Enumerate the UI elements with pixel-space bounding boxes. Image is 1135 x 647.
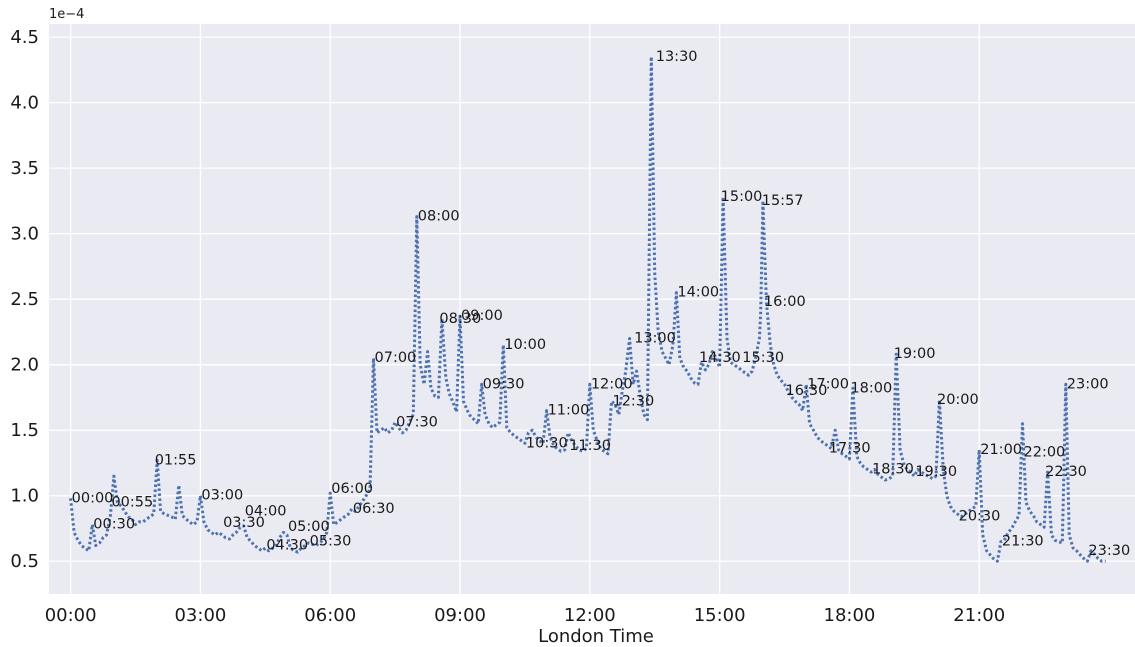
annotation-label: 19:00 — [894, 346, 936, 362]
annotation-label: 04:30 — [266, 538, 308, 554]
y-tick-label: 4.0 — [10, 93, 39, 114]
series-line — [69, 55, 1106, 563]
annotation-label: 05:30 — [310, 534, 352, 550]
y-tick-label: 0.5 — [10, 551, 39, 572]
annotation-label: 01:55 — [155, 452, 197, 468]
annotation-label: 04:00 — [245, 503, 287, 519]
annotation-label: 22:00 — [1024, 444, 1066, 460]
annotation-label: 06:00 — [331, 481, 373, 497]
annotation-label: 22:30 — [1045, 464, 1087, 480]
annotation-label: 21:00 — [980, 442, 1022, 458]
annotation-label: 12:30 — [612, 393, 654, 409]
x-axis-label: London Time — [538, 626, 654, 647]
plot-area — [49, 24, 1135, 594]
annotation-label: 18:30 — [872, 462, 914, 478]
annotation-label: 16:30 — [786, 383, 828, 399]
annotation-label: 10:00 — [504, 337, 546, 353]
x-axis-ticks: 00:00 03:00 06:00 09:00 12:00 15:00 18:00 21:00 — [45, 605, 1005, 626]
y-tick-label: 1.5 — [10, 420, 39, 441]
annotation-label: 15:57 — [762, 193, 804, 209]
annotation-label: 17:00 — [807, 376, 849, 392]
annotation-label: 05:00 — [288, 519, 330, 535]
annotation-label: 23:00 — [1067, 376, 1109, 392]
annotation-label: 03:30 — [223, 515, 265, 531]
annotation-label: 00:30 — [93, 517, 135, 533]
y-tick-label: 2.0 — [10, 355, 39, 376]
x-tick-label: 09:00 — [434, 605, 486, 626]
annotation-label: 00:00 — [72, 490, 114, 506]
y-tick-label: 3.0 — [10, 224, 39, 245]
x-tick-label: 15:00 — [694, 605, 746, 626]
x-tick-label: 00:00 — [45, 605, 97, 626]
annotation-label: 10:30 — [526, 435, 568, 451]
annotation-label: 08:30 — [439, 311, 481, 327]
annotation-label: 00:55 — [111, 494, 153, 510]
annotation-label: 09:30 — [483, 376, 525, 392]
y-tick-label: 1.0 — [10, 486, 39, 507]
annotation-label: 14:00 — [677, 285, 719, 301]
annotation-label: 18:00 — [850, 380, 892, 396]
x-tick-label: 18:00 — [824, 605, 876, 626]
x-tick-label: 12:00 — [564, 605, 616, 626]
annotation-label: 12:00 — [591, 376, 633, 392]
series-line-path — [69, 55, 1106, 563]
x-tick-label: 03:00 — [174, 605, 226, 626]
annotation-label: 11:00 — [548, 403, 590, 419]
x-tick-label: 06:00 — [304, 605, 356, 626]
annotation-label: 17:30 — [829, 441, 871, 457]
y-tick-label: 3.5 — [10, 158, 39, 179]
annotation-label: 09:00 — [461, 308, 503, 324]
x-tick-label: 21:00 — [953, 605, 1005, 626]
y-offset-label: 1e−4 — [49, 7, 84, 22]
annotation-label: 19:30 — [915, 464, 957, 480]
y-axis-ticks: 0.5 1.0 1.5 2.0 2.5 3.0 3.5 4.0 4.5 — [10, 27, 39, 572]
annotation-label: 13:00 — [634, 330, 676, 346]
annotation-label: 08:00 — [418, 209, 460, 225]
annotation-label: 21:30 — [1002, 534, 1044, 550]
annotation-label: 14:30 — [699, 350, 741, 366]
annotation-label: 06:30 — [353, 501, 395, 517]
annotation-label: 15:00 — [721, 189, 763, 205]
annotation-label: 11:30 — [569, 438, 611, 454]
annotation-label: 16:00 — [764, 294, 806, 310]
y-tick-label: 4.5 — [10, 27, 39, 48]
annotation-label: 07:00 — [375, 350, 417, 366]
annotation-label: 20:00 — [937, 392, 979, 408]
annotation-label: 03:00 — [201, 488, 243, 504]
annotation-label: 23:30 — [1088, 543, 1130, 559]
annotation-label: 20:30 — [959, 509, 1001, 525]
y-tick-label: 2.5 — [10, 289, 39, 310]
annotation-label: 15:30 — [742, 350, 784, 366]
annotation-label: 07:30 — [396, 414, 438, 430]
annotation-label: 13:30 — [656, 49, 698, 65]
